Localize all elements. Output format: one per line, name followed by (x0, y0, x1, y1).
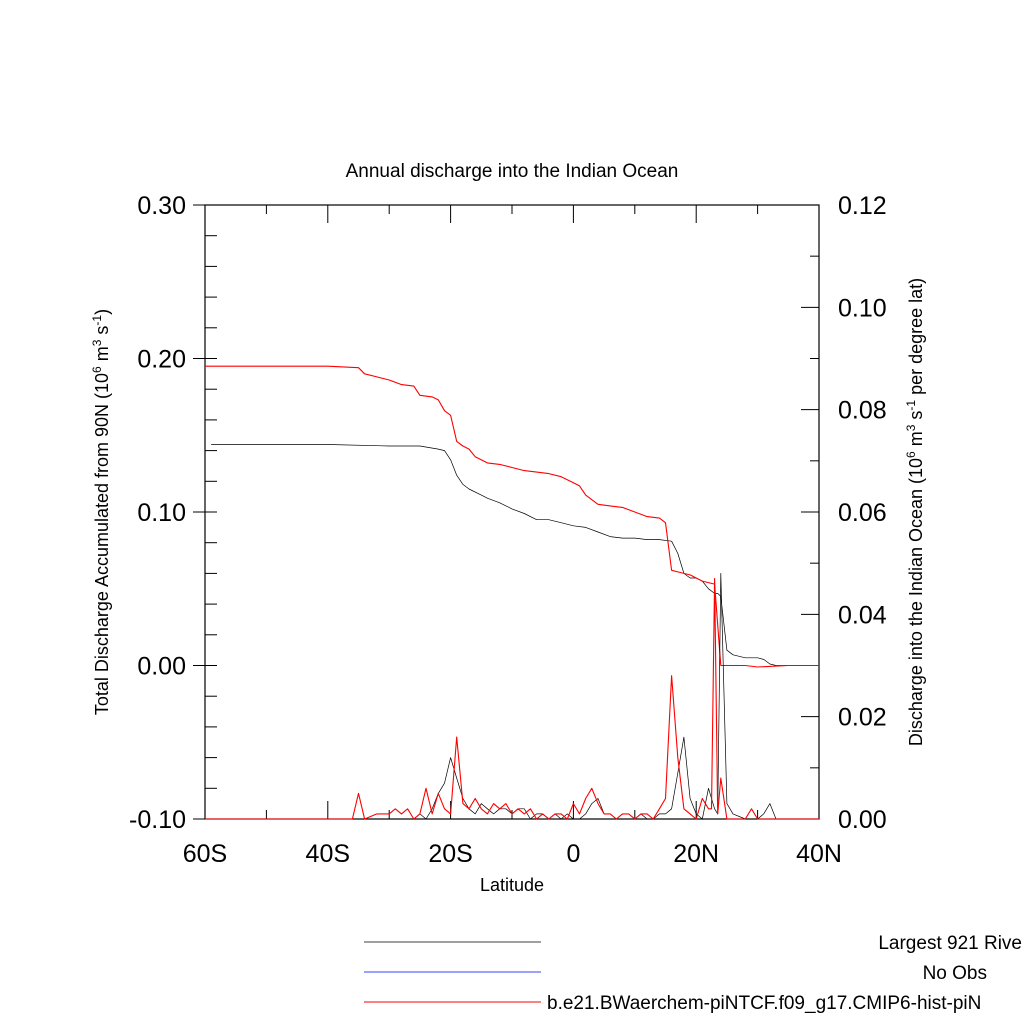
y-left-tick-label: -0.10 (129, 806, 186, 834)
series-line-right-3 (205, 573, 819, 820)
y-axis-left-label: Total Discharge Accumulated from 90N (10… (90, 309, 112, 715)
y-right-label-mid: m (906, 431, 926, 451)
y-left-tick-label: 0.30 (137, 192, 186, 220)
y-right-tick-label: 0.02 (838, 704, 887, 732)
y-left-label-exp2: 3 (90, 339, 104, 346)
series-line-right-4 (205, 577, 819, 820)
y-right-label-exp3: -1 (904, 400, 918, 411)
legend: Largest 921 Rive No Obs b.e21.BWaerchem-… (364, 933, 1022, 1014)
chart-title: Annual discharge into the Indian Ocean (346, 161, 679, 182)
x-tick-label: 60S (183, 840, 227, 868)
legend-label-largest-rivers: Largest 921 Rive (878, 933, 1022, 954)
y-right-label-exp2: 3 (904, 424, 918, 431)
series-layer (205, 365, 819, 820)
axis-ticks (193, 204, 820, 820)
y-left-label-exp1: 6 (90, 366, 104, 373)
plot-frame (204, 204, 820, 820)
y-right-label-text: Discharge into the Indian Ocean (10 (906, 458, 926, 746)
y-left-label-mid2: s (92, 326, 112, 340)
y-right-tick-label: 0.06 (838, 499, 887, 527)
y-right-tick-label: 0.10 (838, 294, 887, 322)
x-axis-label: Latitude (480, 875, 544, 895)
plot-area (193, 204, 820, 820)
legend-label-model-run: b.e21.BWaerchem-piNTCF.f09_g17.CMIP6-his… (547, 993, 981, 1014)
series-line-left-0 (211, 444, 819, 666)
y-left-label-exp3: -1 (90, 315, 104, 326)
x-tick-label: 40N (796, 840, 842, 868)
y-left-tick-label: 0.20 (137, 346, 186, 374)
y-left-tick-label: 0.00 (137, 653, 186, 681)
x-tick-label: 20S (428, 840, 472, 868)
y-right-tick-label: 0.08 (838, 397, 887, 425)
y-right-tick-label: 0.04 (838, 601, 887, 629)
y-right-label-end: per degree lat) (906, 278, 926, 400)
y-left-label-end: ) (92, 309, 112, 315)
y-left-tick-label: 0.10 (137, 499, 186, 527)
x-tick-label: 0 (566, 840, 580, 868)
y-right-tick-label: 0.12 (838, 192, 887, 220)
x-tick-label: 40S (306, 840, 350, 868)
y-right-tick-label: 0.00 (838, 806, 887, 834)
x-tick-label: 20N (673, 840, 719, 868)
y-right-label-mid2: s (906, 411, 926, 425)
y-left-label-mid: m (92, 346, 112, 366)
y-left-label-text: Total Discharge Accumulated from 90N (10 (92, 373, 112, 715)
series-line-left-2 (205, 365, 819, 668)
legend-label-no-obs: No Obs (923, 963, 987, 984)
y-right-label-exp1: 6 (904, 451, 918, 458)
y-axis-right-label: Discharge into the Indian Ocean (106 m3 … (904, 278, 926, 746)
